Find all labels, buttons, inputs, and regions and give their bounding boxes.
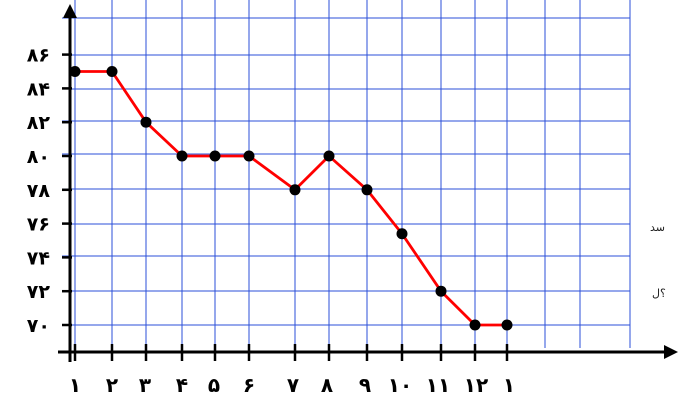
y-tick-label: ۸۰: [27, 146, 50, 168]
x-tick-label: ۷: [287, 373, 299, 397]
y-tick-label: ۷۴: [27, 247, 50, 269]
y-axis-arrow: [63, 4, 77, 18]
data-point: [243, 150, 255, 162]
side-text-1: سد: [650, 221, 665, 234]
axes: [58, 4, 678, 362]
x-tick-label: ۲: [106, 373, 118, 397]
y-ticks: ۷۰ ۷۲ ۷۴ ۷۶ ۷۸ ۸۰ ۸۲ ۸۴ ۸۶: [27, 45, 72, 337]
data-point: [289, 184, 301, 196]
data-point: [469, 319, 481, 331]
y-tick-label: ۷۸: [27, 180, 51, 202]
y-tick-label: ۸۶: [27, 45, 50, 67]
y-tick-label: ۷۰: [27, 315, 50, 337]
data-point: [140, 116, 152, 128]
x-tick-label: ۱۰: [388, 373, 412, 397]
data-points: [69, 66, 513, 331]
x-tick-label: ۱۲: [464, 373, 488, 397]
x-tick-label: ۴: [176, 373, 188, 397]
y-tick-label: ۷۶: [27, 214, 50, 236]
x-ticks: ۱ ۲ ۳ ۴ ۵ ۶ ۷ ۸ ۹ ۱۰ ۱۱ ۱۲ ۱: [69, 344, 515, 397]
x-tick-label: ۱: [69, 373, 81, 397]
x-axis-arrow: [664, 345, 678, 359]
y-tick-label: ۸۴: [27, 78, 50, 100]
grid: [62, 0, 631, 348]
x-tick-label: ۱۱: [426, 373, 450, 397]
data-point: [209, 150, 221, 162]
y-tick-label: ۷۲: [27, 281, 51, 303]
data-point: [323, 150, 335, 162]
data-point: [396, 228, 408, 240]
x-tick-label: ۶: [243, 373, 255, 397]
data-point: [176, 150, 188, 162]
data-point: [106, 66, 118, 77]
data-point: [361, 184, 373, 196]
side-text-2: ؟ل: [652, 287, 666, 300]
data-point: [435, 285, 447, 297]
y-tick-label: ۸۲: [27, 112, 51, 134]
x-tick-label: ۱: [503, 373, 515, 397]
x-tick-label: ۸: [321, 373, 333, 397]
data-point: [501, 319, 513, 331]
x-tick-label: ۵: [208, 373, 220, 397]
x-tick-label: ۹: [359, 373, 371, 397]
x-tick-label: ۳: [139, 373, 151, 397]
data-point: [69, 66, 81, 77]
